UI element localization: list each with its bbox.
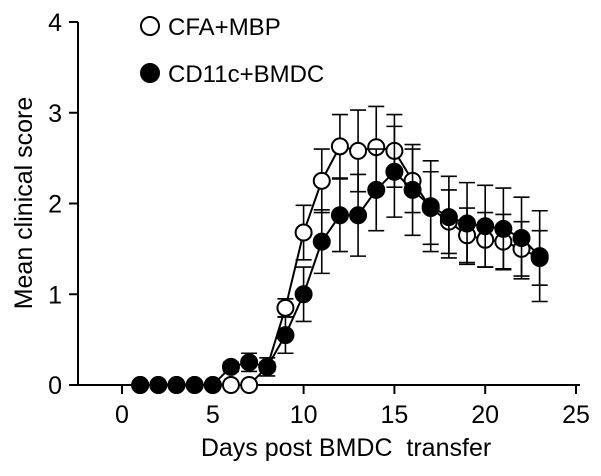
data-point [458,214,477,233]
data-point [258,357,277,376]
legend-marker [140,16,160,36]
x-tick-label: 25 [562,401,590,429]
data-point [439,208,458,227]
data-point [349,141,368,160]
data-point [276,326,295,345]
y-tick-label: 4 [48,9,62,37]
data-point [294,223,313,242]
y-tick-label: 3 [48,100,62,128]
legend-label: CFA+MBP [168,14,281,41]
data-point [476,217,495,236]
x-tick-label: 15 [380,401,408,429]
data-point [312,232,331,251]
data-point [185,376,204,394]
data-point [349,206,368,225]
data-point [240,376,259,394]
data-point [367,180,386,199]
data-point [221,376,240,394]
plot-area [131,105,549,394]
x-tick-label: 10 [290,401,318,429]
data-point [421,197,440,216]
axes: 0 5 10 15 20 25 0 1 2 3 4 [48,9,590,429]
x-axis-title: Days post BMDC transfer [201,434,491,462]
data-point [330,137,349,156]
data-point [221,357,240,376]
x-tick-label: 20 [471,401,499,429]
data-point [385,162,404,181]
data-point [240,353,259,372]
data-point [312,171,331,190]
x-tick-label: 5 [206,401,220,429]
y-tick-label: 1 [48,281,62,309]
data-point [330,206,349,225]
data-point [494,219,513,238]
data-point [512,228,531,247]
y-tick-label: 0 [48,372,62,400]
legend: CFA+MBP CD11c+BMDC [140,14,324,88]
y-tick-label: 2 [48,191,62,219]
x-tick-label: 0 [115,401,129,429]
data-point [276,298,295,317]
y-axis-title: Mean clinical score [10,97,38,310]
data-point [530,247,549,266]
legend-label: CD11c+BMDC [168,61,324,88]
series-2 [131,125,549,394]
data-point [131,376,150,394]
data-point [149,376,168,394]
data-point [167,376,186,394]
data-point [294,285,313,304]
legend-marker [140,63,160,83]
data-point [403,180,422,199]
data-point [203,376,222,394]
